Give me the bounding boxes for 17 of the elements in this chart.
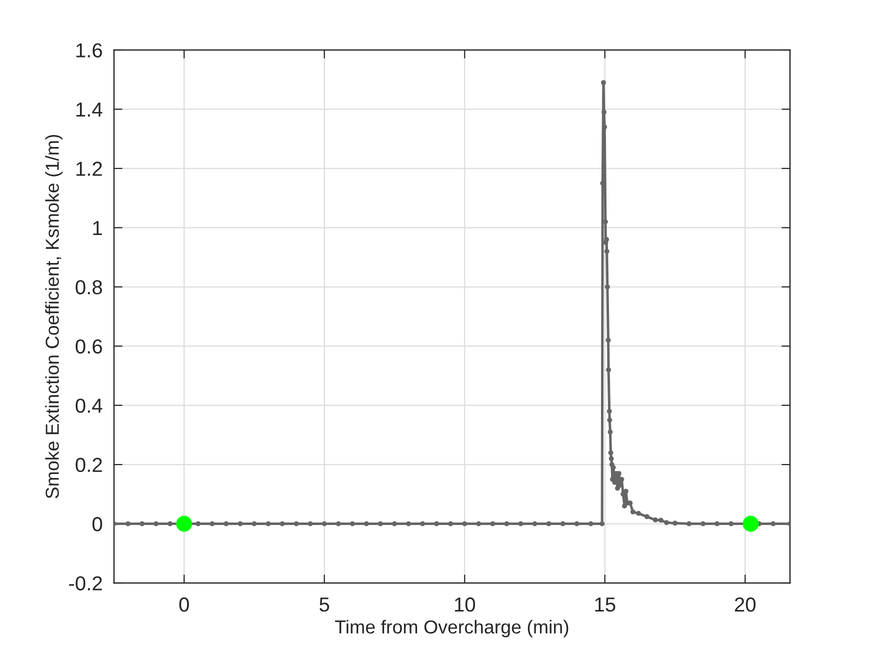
x-tick-label: 15: [595, 598, 616, 612]
x-tick-label: 10: [454, 597, 476, 612]
y-tick-label: 0: [92, 517, 102, 532]
x-tick-label: 0: [179, 597, 189, 612]
y-axis-title: Smoke Extinction Coefficient, Ksmoke (1/m): [45, 134, 63, 498]
y-tick-label: 1.4: [76, 102, 102, 117]
x-axis-title: Time from Overcharge (min): [335, 620, 568, 638]
x-tick-label: 20: [734, 597, 756, 612]
y-tick-label: 0.8: [76, 280, 102, 294]
x-tick-label: 5: [320, 598, 330, 612]
y-tick-label: 1: [93, 221, 102, 235]
y-tick-label: 0.6: [76, 339, 102, 354]
y-tick-label: 1.6: [76, 43, 102, 58]
y-tick-label: 0.4: [76, 398, 102, 413]
y-tick-label: 0.2: [76, 458, 102, 472]
y-tick-label: 1.2: [76, 162, 102, 176]
y-tick-label: -0.2: [69, 576, 102, 590]
